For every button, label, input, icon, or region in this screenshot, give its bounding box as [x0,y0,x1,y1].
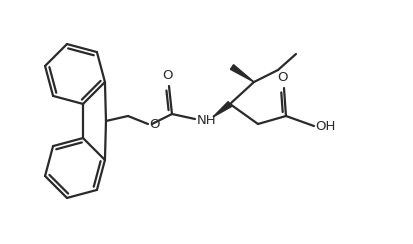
Polygon shape [230,65,253,82]
Text: NH: NH [197,113,216,126]
Text: OH: OH [314,120,335,132]
Text: O: O [149,118,159,131]
Text: O: O [277,71,287,84]
Text: O: O [162,69,173,82]
Polygon shape [212,102,231,117]
